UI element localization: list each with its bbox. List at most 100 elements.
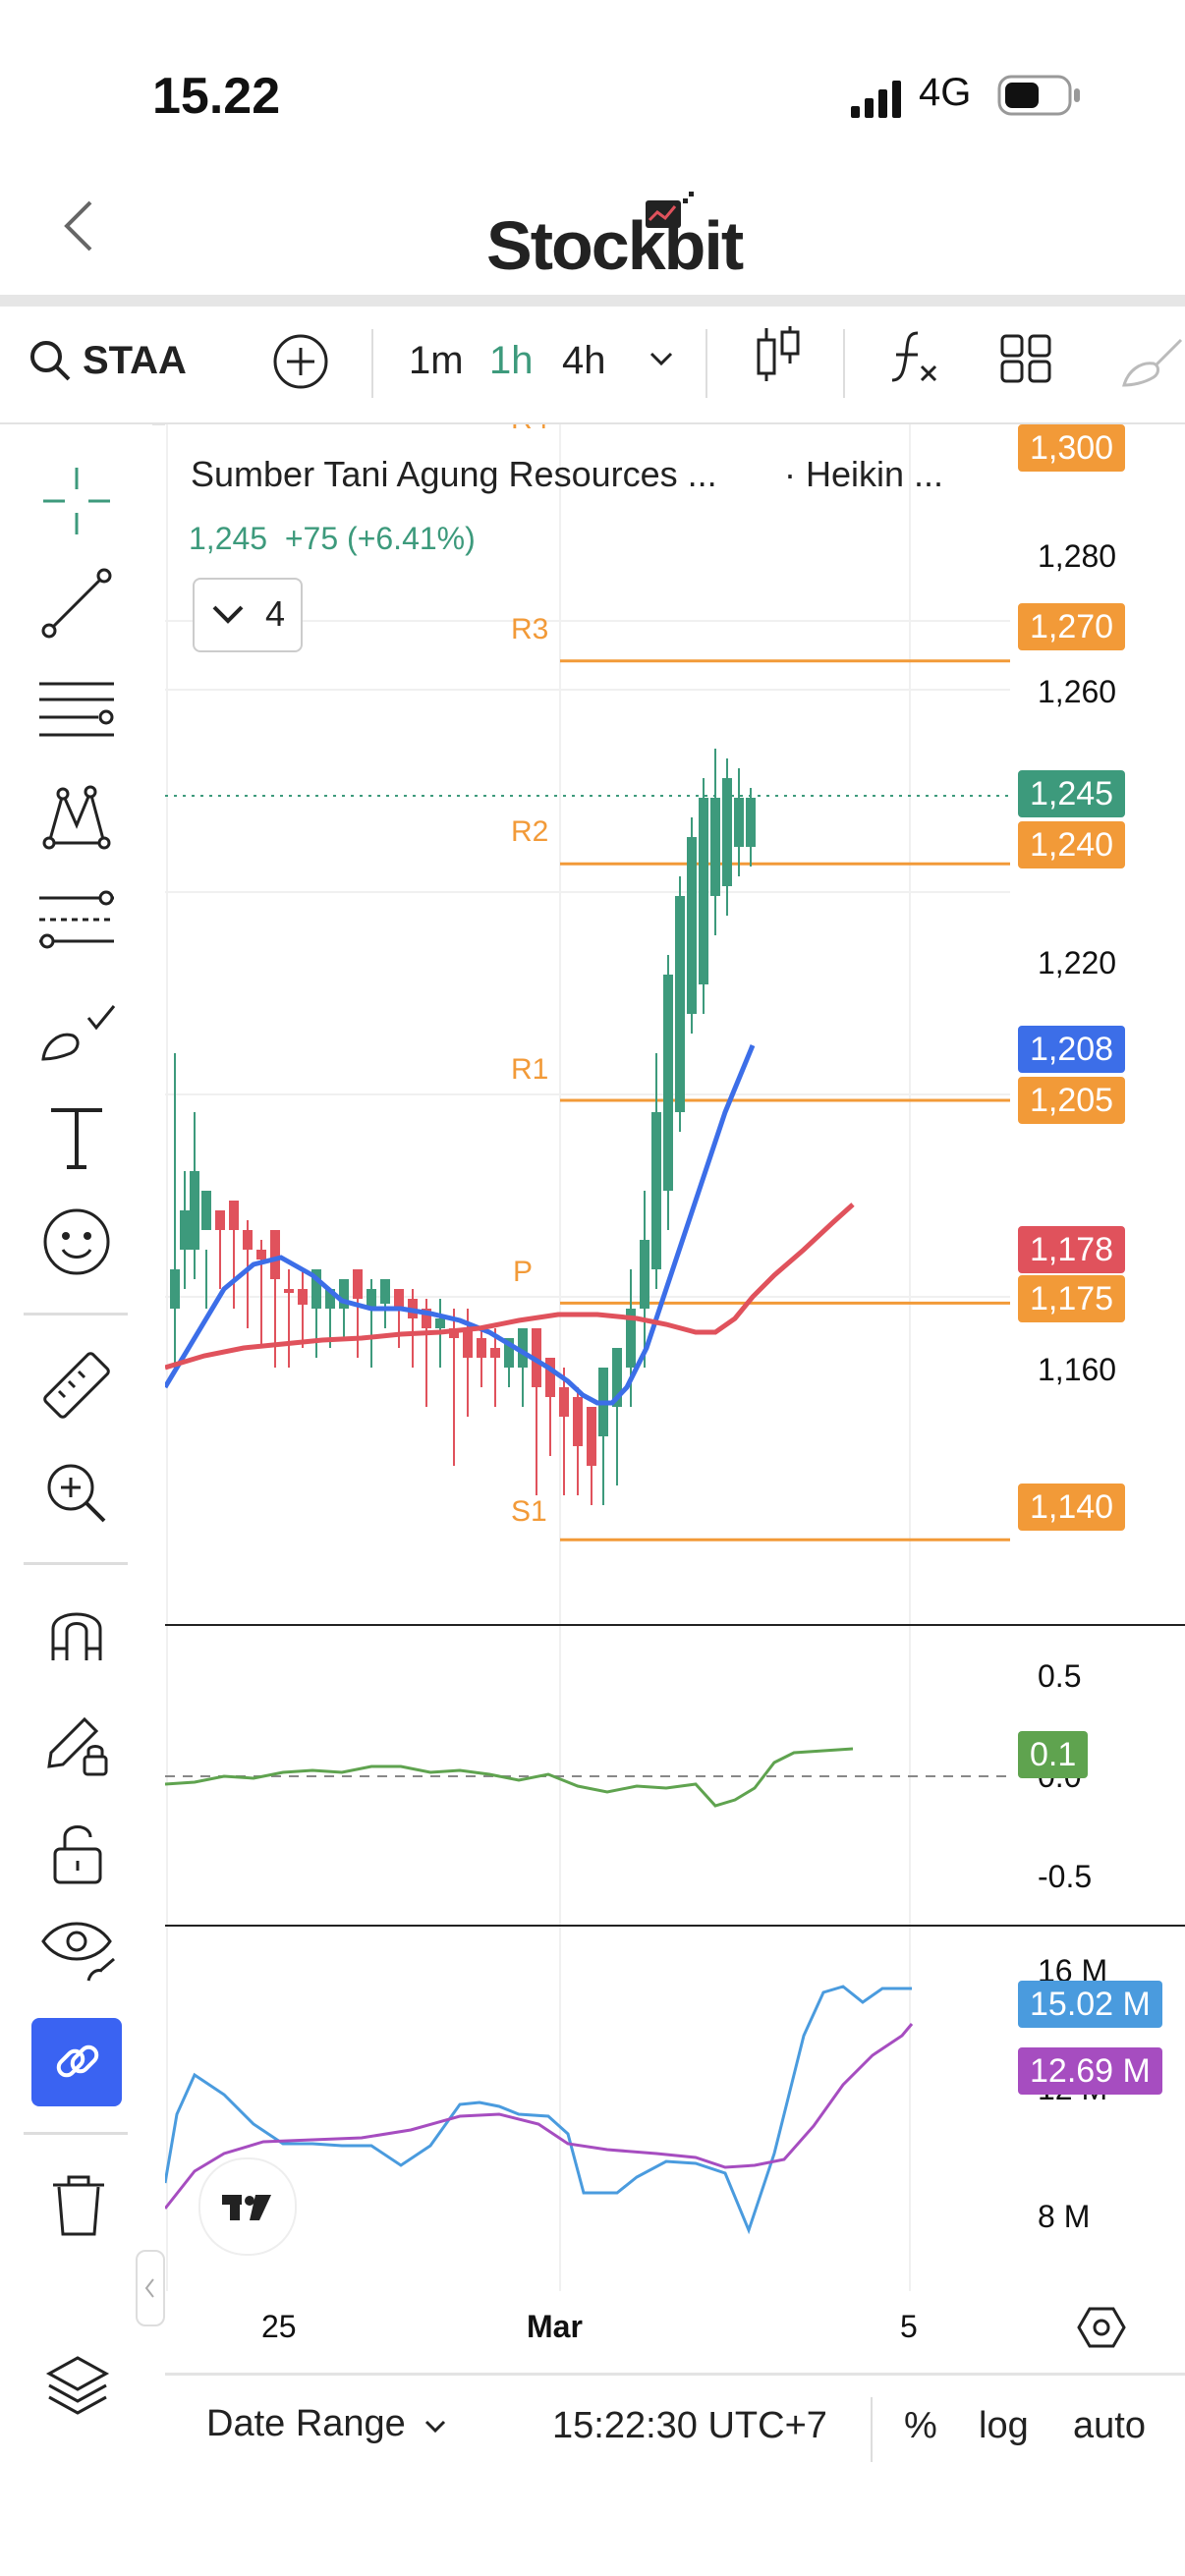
candle-body [490, 1348, 500, 1358]
brush-icon[interactable] [1120, 332, 1185, 396]
log-scale-toggle[interactable]: log [979, 2405, 1029, 2446]
candle-body [573, 1397, 583, 1446]
chart-bottom-bar [165, 2373, 1185, 2484]
fib-retracement-icon[interactable] [37, 890, 116, 960]
vol-axis-label: 8 M [1038, 2199, 1091, 2234]
volume-line-purple [165, 2023, 914, 2210]
candle-body [559, 1387, 569, 1417]
time-axis-label: Mar [527, 2309, 583, 2344]
candle-body [734, 798, 744, 847]
back-icon[interactable] [59, 196, 98, 260]
chevron-down-icon [212, 605, 244, 624]
indicators-toggle[interactable]: 4 [193, 578, 303, 652]
candle-body [504, 1338, 514, 1368]
crosshair-icon[interactable] [41, 466, 112, 541]
ruler-icon[interactable] [39, 1348, 114, 1428]
price-tag-1300: 1,300 [1018, 424, 1126, 472]
emoji-icon[interactable] [41, 1206, 112, 1282]
price-tag-r1: 1,205 [1018, 1077, 1126, 1124]
ma-blue-line [165, 1044, 756, 1406]
lock-drawing-icon[interactable] [41, 1708, 112, 1783]
quote-change: 1,245 +75 (+6.41%) [189, 521, 476, 556]
magnet-icon[interactable] [45, 1599, 108, 1669]
vol-tag-purple: 12.69 M [1018, 2047, 1162, 2095]
unlock-icon[interactable] [49, 1821, 108, 1891]
grid [165, 424, 1010, 2291]
sidebar-collapse-handle[interactable] [136, 2250, 165, 2326]
candle-body [722, 778, 732, 886]
interval-4h[interactable]: 4h [562, 339, 606, 382]
text-tool-icon[interactable] [45, 1104, 108, 1178]
trash-icon[interactable] [49, 2173, 108, 2243]
candlestick-icon[interactable] [753, 324, 802, 390]
candle-body [477, 1338, 486, 1358]
candle-body [311, 1269, 321, 1309]
sync-link-button[interactable] [31, 2018, 122, 2106]
time-axis-label: 25 [261, 2309, 297, 2344]
candle-body [380, 1279, 390, 1304]
trend-line-icon[interactable] [41, 568, 112, 644]
candle-body [298, 1289, 308, 1305]
chart-settings-icon[interactable] [1077, 2305, 1126, 2355]
sidebar-divider [24, 1562, 128, 1565]
ma-red-line [165, 1203, 855, 1371]
battery-icon [997, 75, 1082, 123]
brand-logo: Stockbit [486, 207, 744, 284]
candle-body [270, 1230, 280, 1279]
candle-body [215, 1210, 225, 1230]
interval-1m[interactable]: 1m [409, 339, 464, 382]
chevron-down-icon[interactable] [649, 349, 674, 373]
candle-body [367, 1289, 376, 1309]
candle-body [422, 1309, 431, 1328]
candle-body [746, 798, 756, 847]
volume-line-blue [165, 1985, 912, 2235]
price-tag-ma-red: 1,178 [1018, 1226, 1126, 1273]
candle-body [687, 837, 697, 1014]
candle-body [256, 1250, 266, 1260]
symbol-button[interactable]: STAA [83, 339, 187, 382]
osc-value-tag: 0.1 [1018, 1731, 1089, 1778]
candle-body [284, 1289, 294, 1293]
candle-body [353, 1269, 363, 1299]
clock-time[interactable]: 15:22:30 UTC+7 [552, 2405, 827, 2446]
chart-panel[interactable]: Sumber Tani Agung Resources ... · Heikin… [165, 424, 1185, 2468]
auto-scale-toggle[interactable]: auto [1073, 2405, 1146, 2446]
date-range-button[interactable]: Date Range [206, 2403, 447, 2445]
indicators-icon[interactable] [884, 327, 943, 391]
brush-tool-icon[interactable] [39, 996, 118, 1070]
drawing-tools-sidebar [0, 424, 152, 2468]
pattern-icon[interactable] [41, 782, 112, 858]
horizontal-lines-icon[interactable] [37, 678, 116, 748]
search-icon[interactable] [28, 338, 73, 388]
symbol-title[interactable]: Sumber Tani Agung Resources ... [191, 454, 717, 494]
candle-body [243, 1230, 253, 1250]
layers-icon[interactable] [45, 2354, 110, 2422]
layout-grid-icon[interactable] [1000, 334, 1051, 388]
chart-canvas[interactable] [165, 424, 1185, 2468]
sidebar-divider [24, 2132, 128, 2135]
zoom-in-icon[interactable] [43, 1460, 108, 1530]
candle-body [201, 1191, 211, 1230]
oscillator-line [165, 1747, 854, 1808]
time-axis-label: 5 [900, 2309, 918, 2344]
price-tag-s1: 1,140 [1018, 1484, 1126, 1531]
price-tag-r2: 1,240 [1018, 821, 1126, 868]
percent-scale-toggle[interactable]: % [904, 2405, 937, 2446]
candle-body [626, 1309, 636, 1368]
add-symbol-icon[interactable] [271, 332, 330, 396]
price-axis-label: 1,160 [1038, 1352, 1117, 1387]
signal-icon [851, 79, 906, 123]
interval-1h[interactable]: 1h [489, 339, 534, 382]
candle-body [435, 1318, 445, 1328]
candle-body [190, 1171, 199, 1250]
chevron-left-icon [144, 2278, 154, 2298]
osc-axis-label: 0.5 [1038, 1658, 1082, 1694]
bottom-divider [871, 2397, 873, 2462]
candle-body [710, 798, 720, 896]
price-tag-ma-blue: 1,208 [1018, 1026, 1126, 1073]
visibility-icon[interactable] [39, 1916, 118, 1989]
chart-style-label[interactable]: · Heikin ... [784, 454, 944, 494]
candle-body [170, 1269, 180, 1309]
candle-body [463, 1328, 473, 1358]
header-separator [0, 295, 1185, 307]
